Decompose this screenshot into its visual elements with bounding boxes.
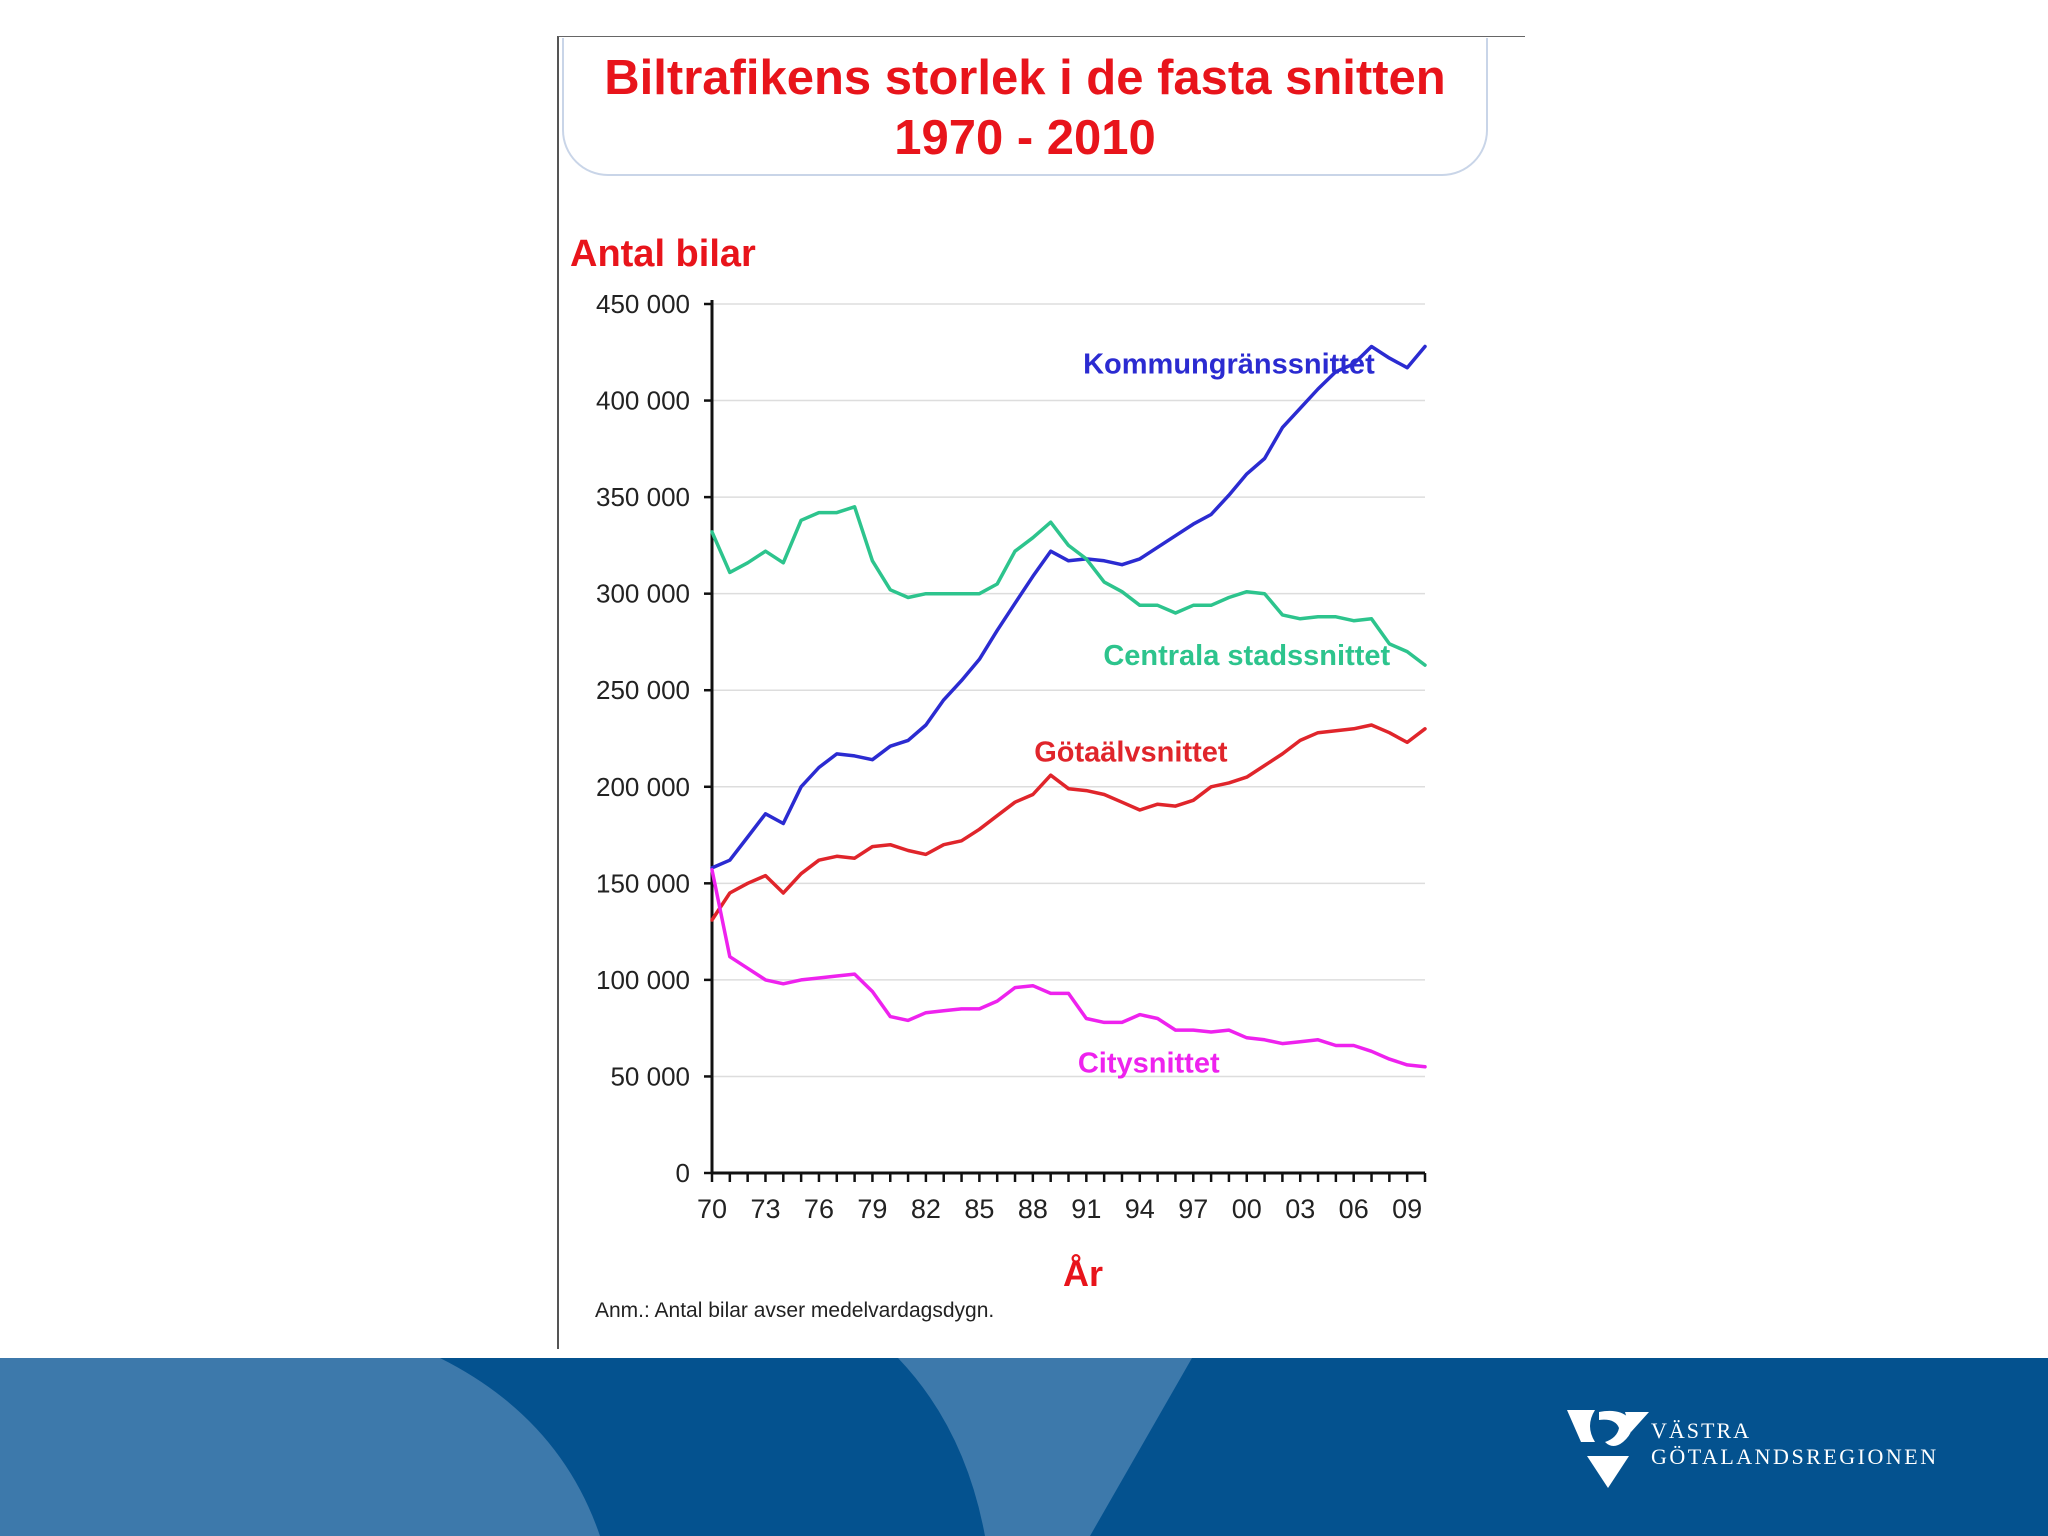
x-tick-label: 82 [911,1194,941,1224]
x-tick-label: 88 [1018,1194,1048,1224]
series-label: Citysnittet [1078,1048,1220,1080]
axes [704,300,1427,1182]
grid-lines [712,303,1425,1078]
vgr-logo: VÄSTRA GÖTALANDSREGIONEN [1565,1408,1965,1490]
x-tick-label: 70 [697,1194,727,1224]
logo-text-vastra: VÄSTRA [1651,1418,1752,1443]
x-tick-label: 06 [1339,1194,1369,1224]
series-line [710,723,1427,922]
series-label: Centrala stadssnittet [1103,640,1390,672]
logo-text-gotalandsregionen: GÖTALANDSREGIONEN [1651,1444,1939,1469]
x-tick-label: 85 [964,1194,994,1224]
x-tick-label: 09 [1392,1194,1422,1224]
x-tick-label: 94 [1125,1194,1155,1224]
y-tick-label: 0 [676,1158,690,1188]
x-tick-label: 97 [1178,1194,1208,1224]
chart-title-box: Biltrafikens storlek i de fasta snitten … [562,38,1488,176]
x-tick-label: 00 [1232,1194,1262,1224]
chart-subtitle: 1970 - 2010 [894,111,1156,165]
y-tick-label: 300 000 [596,579,690,609]
series-line [710,868,1427,1069]
chart-title: Biltrafikens storlek i de fasta snitten [604,51,1446,105]
x-tick-label: 79 [857,1194,887,1224]
x-tick-label: 03 [1285,1194,1315,1224]
x-tick-label: 76 [804,1194,834,1224]
vgr-logo-icon [1567,1410,1649,1488]
series-line [710,505,1427,667]
y-tick-label: 100 000 [596,965,690,995]
chart-note: Anm.: Antal bilar avser medelvardagsdygn… [595,1299,995,1322]
footer-arc-right [898,1358,1192,1536]
footer-band [0,1358,2048,1536]
series-label: Götaälvsnittet [1034,737,1228,769]
y-tick-label: 250 000 [596,675,690,705]
labels: Antal bilar År 0 50 000 100 000 150 000 200 … [570,233,1422,1294]
x-axis-label: År [1063,1253,1103,1294]
y-tick-label: 450 000 [596,289,690,319]
y-tick-label: 150 000 [596,868,690,898]
y-tick-label: 400 000 [596,386,690,416]
x-tick-label: 91 [1071,1194,1101,1224]
series-label: Kommungränssnittet [1083,349,1375,381]
y-axis-label: Antal bilar [570,233,756,275]
chart-panel: Biltrafikens storlek i de fasta snitten … [557,36,1525,1349]
y-tick-label: 200 000 [596,772,690,802]
series-line [710,344,1427,870]
series-lines [710,344,1427,1069]
line-chart: Antal bilar År 0 50 000 100 000 150 000 200 … [570,233,1427,1294]
x-tick-label: 73 [750,1194,780,1224]
footer-arc-left [0,1358,600,1536]
y-tick-label: 50 000 [610,1061,690,1091]
y-tick-label: 350 000 [596,482,690,512]
